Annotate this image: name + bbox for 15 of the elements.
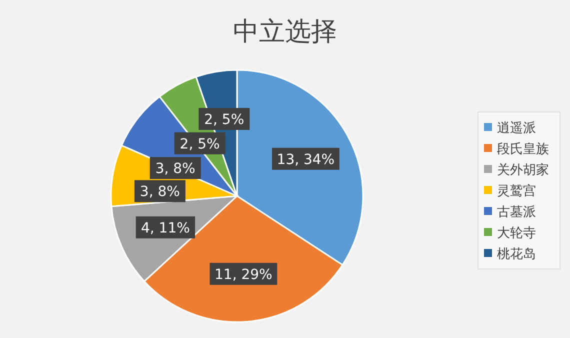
data-label: 2, 5%	[180, 136, 220, 152]
legend-label: 大轮寺	[497, 226, 536, 241]
legend-label: 灵鹫宫	[497, 183, 536, 199]
legend-label: 古墓派	[497, 205, 536, 220]
chart-title: 中立选择	[233, 17, 337, 47]
data-label: 3, 8%	[155, 161, 196, 178]
data-label: 2, 5%	[204, 112, 244, 128]
legend-label: 桃花岛	[497, 247, 536, 262]
data-label: 13, 34%	[276, 152, 335, 168]
legend-label: 关外胡家	[497, 162, 549, 178]
data-label: 4, 11%	[140, 220, 190, 236]
legend-label: 段氏皇族	[497, 142, 549, 157]
legend-label: 逍遥派	[497, 121, 536, 136]
data-label: 11, 29%	[214, 266, 272, 283]
data-label: 3, 8%	[140, 184, 180, 200]
